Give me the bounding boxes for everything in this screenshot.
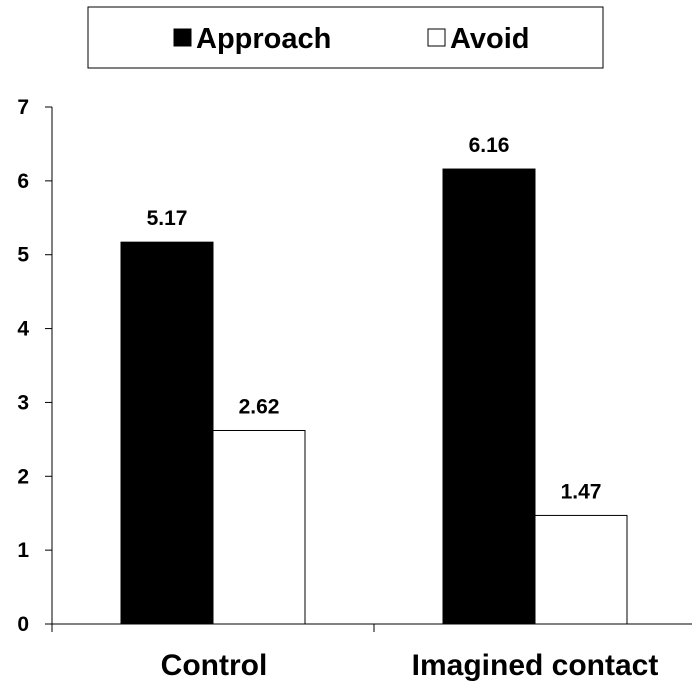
legend-swatch-approach — [173, 28, 192, 47]
category-label-control: Control — [161, 649, 268, 682]
y-ticks: 0 1 2 3 4 5 6 7 — [17, 96, 52, 636]
y-tick-label: 1 — [17, 539, 29, 562]
x-axis — [51, 623, 692, 632]
data-label: 6.16 — [469, 134, 510, 157]
y-tick-label: 6 — [17, 170, 29, 193]
y-tick-label: 3 — [17, 391, 29, 414]
legend: Approach Avoid — [87, 6, 604, 69]
legend-swatch-avoid — [427, 28, 446, 47]
y-tick-label: 5 — [17, 244, 29, 267]
category-label-imagined-contact: Imagined contact — [412, 649, 659, 682]
bars — [120, 168, 628, 625]
bar-avoid-2 — [534, 514, 628, 625]
y-tick-label: 2 — [17, 465, 29, 488]
y-tick-label: 7 — [17, 96, 29, 119]
y-axis: 0 1 2 3 4 5 6 7 — [17, 96, 53, 636]
bar-approach-1 — [120, 241, 214, 625]
data-labels: 5.17 6.16 2.62 1.47 — [147, 134, 602, 503]
y-tick-label: 4 — [17, 318, 29, 341]
category-labels: Control Imagined contact — [161, 649, 659, 682]
bar-avoid-1 — [212, 429, 306, 625]
bar-approach-2 — [442, 168, 536, 625]
legend-label-avoid: Avoid — [450, 23, 529, 55]
data-label: 5.17 — [147, 207, 188, 230]
data-label: 2.62 — [239, 395, 280, 418]
data-label: 1.47 — [561, 480, 602, 503]
legend-label-approach: Approach — [196, 23, 331, 55]
y-tick-label: 0 — [17, 613, 29, 636]
